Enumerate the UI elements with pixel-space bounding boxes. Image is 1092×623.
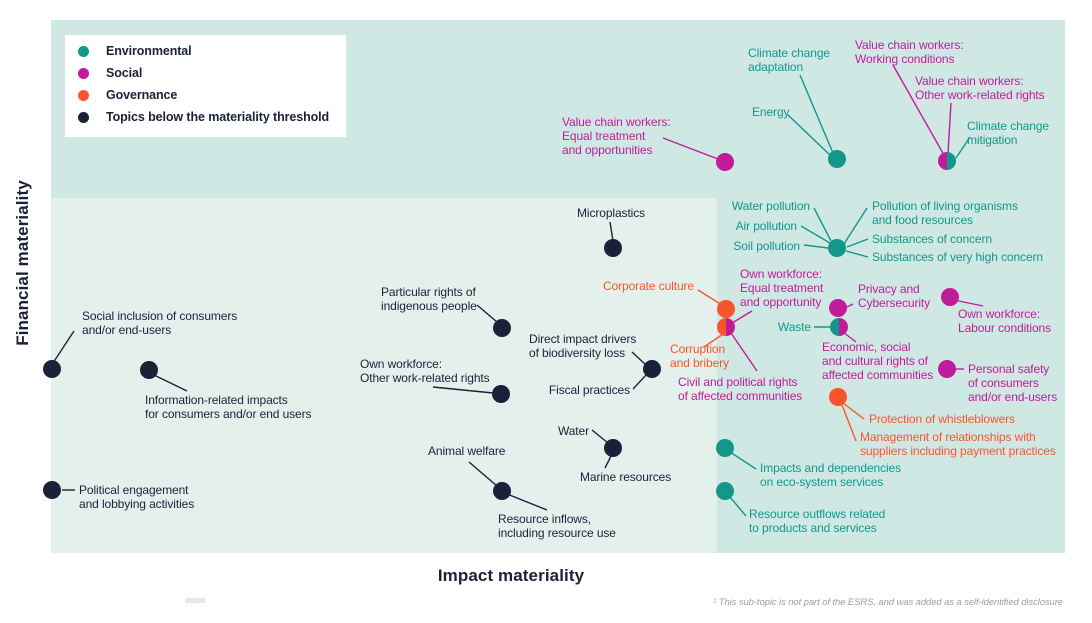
data-point-impacts-ecosystem (716, 439, 734, 457)
topic-label-political-engagement-lobbying: Political engagement and lobbying activi… (79, 483, 195, 512)
data-point-waste-and-economic-rights (830, 318, 848, 336)
legend-label-social: Social (106, 66, 143, 80)
legend-label-governance: Governance (106, 88, 178, 102)
topic-label-water-pollution: Water pollution (731, 199, 810, 213)
topic-label-substances-very-high-concern: Substances of very high concern (872, 250, 1043, 264)
x-axis-label: Impact materiality (437, 566, 585, 585)
topic-label-fiscal-practices: Fiscal practices (548, 383, 630, 397)
topic-label-own-workforce-other-work-rights: Own workforce: Other work-related rights (360, 357, 490, 386)
topic-label-personal-safety-consumers: Personal safety of consumers and/or end-… (968, 362, 1058, 405)
legend-label-environmental: Environmental (106, 44, 192, 58)
data-point-indigenous-rights (493, 319, 511, 337)
topic-label-animal-welfare: Animal welfare (428, 444, 506, 458)
topic-label-management-supplier-relationships: Management of relationships with supplie… (860, 430, 1056, 459)
data-point-own-workforce-labour-conditions (941, 288, 959, 306)
topic-label-microplastics: Microplastics (577, 206, 646, 220)
data-point-resource-outflows (716, 482, 734, 500)
topic-label-social-inclusion-consumers: Social inclusion of consumers and/or end… (82, 309, 238, 338)
legend-item-environmental: Environmental (65, 40, 346, 62)
data-point-privacy-cybersecurity (829, 299, 847, 317)
topic-label-impacts-dependencies-ecosystem: Impacts and dependencies on eco-system s… (760, 461, 902, 490)
topic-label-civil-political-rights: Civil and political rights of affected c… (678, 375, 803, 404)
data-point-corruption-ow-equal-civil (717, 318, 735, 336)
data-point-political-engagement (43, 481, 61, 499)
data-point-corporate-culture (717, 300, 735, 318)
topic-label-vcw-other-work-related-rights: Value chain workers: Other work-related … (915, 74, 1045, 103)
topic-label-marine-resources: Marine resources (580, 470, 672, 484)
topic-label-own-workforce-equal-treatment: Own workforce: Equal treatment and oppor… (740, 267, 824, 310)
legend-label-below-threshold: Topics below the materiality threshold (106, 110, 330, 124)
quadrant-bottom-right (717, 198, 1065, 553)
topic-label-own-workforce-labour-conditions: Own workforce: Labour conditions (958, 307, 1052, 336)
data-point-energy-and-climate-adaptation (828, 150, 846, 168)
data-point-whistleblowers-suppliers (829, 388, 847, 406)
data-point-animal-welfare-inflows (493, 482, 511, 500)
topic-label-vcw-working-conditions: Value chain workers: Working conditions (855, 38, 964, 67)
topic-label-corporate-culture: Corporate culture (602, 279, 694, 293)
legend-item-governance: Governance (65, 84, 346, 106)
legend-dot-social (78, 67, 89, 79)
topic-label-water: Water (557, 424, 589, 438)
topic-label-air-pollution: Air pollution (735, 219, 798, 233)
topic-label-particular-rights-indigenous: Particular rights of indigenous people (381, 285, 477, 314)
legend: Environmental Social Governance Topics belo… (65, 35, 346, 137)
legend-dot-below-threshold (78, 111, 89, 123)
topic-label-substances-of-concern: Substances of concern (872, 232, 992, 246)
legend-item-below-threshold: Topics below the materiality threshold (65, 106, 346, 128)
topic-label-direct-impact-drivers-biodiversity: Direct impact drivers of biodiversity lo… (529, 332, 637, 361)
legend-dot-governance (78, 89, 89, 101)
topic-label-protection-of-whistleblowers: Protection of whistleblowers (869, 412, 1015, 426)
topic-label-resource-inflows: Resource inflows, including resource use (498, 512, 616, 541)
topic-label-waste: Waste (777, 320, 811, 334)
topic-label-privacy-and-cybersecurity: Privacy and Cybersecurity (858, 282, 931, 311)
topic-label-vcw-equal-treatment-opportunities: Value chain workers: Equal treatment and… (562, 115, 671, 158)
topic-label-corruption-and-bribery: Corruption and bribery (670, 342, 729, 371)
topic-label-soil-pollution: Soil pollution (733, 239, 800, 253)
data-point-personal-safety (938, 360, 956, 378)
data-point-vcw-equal-treatment (716, 153, 734, 171)
topic-label-climate-change-adaptation: Climate change adaptation (748, 46, 830, 75)
watermark (185, 598, 205, 603)
data-point-own-workforce-other-rights (492, 385, 510, 403)
data-point-social-inclusion (43, 360, 61, 378)
data-point-information-impacts (140, 361, 158, 379)
topic-label-climate-change-mitigation: Climate change mitigation (967, 119, 1049, 148)
data-point-biodiversity-and-fiscal (643, 360, 661, 378)
footnote: ¹ This sub-topic is not part of the ESRS… (713, 597, 1063, 608)
data-point-vcw-conditions-and-climate-mitigation (938, 152, 956, 170)
data-point-microplastics (604, 239, 622, 257)
data-point-pollution-cluster (828, 239, 846, 257)
topic-label-economic-social-cultural-rights: Economic, social and cultural rights of … (822, 340, 934, 383)
topic-label-pollution-living-organisms: Pollution of living organisms and food r… (872, 199, 1018, 228)
legend-dot-environmental (78, 45, 89, 57)
y-axis-label: Financial materiality (13, 180, 32, 346)
topic-label-resource-outflows-products: Resource outflows related to products an… (749, 507, 886, 536)
topic-label-information-related-impacts: Information-related impacts for consumer… (145, 393, 312, 422)
data-point-water-marine (604, 439, 622, 457)
topic-label-energy: Energy (752, 105, 790, 119)
legend-item-social: Social (65, 62, 346, 84)
